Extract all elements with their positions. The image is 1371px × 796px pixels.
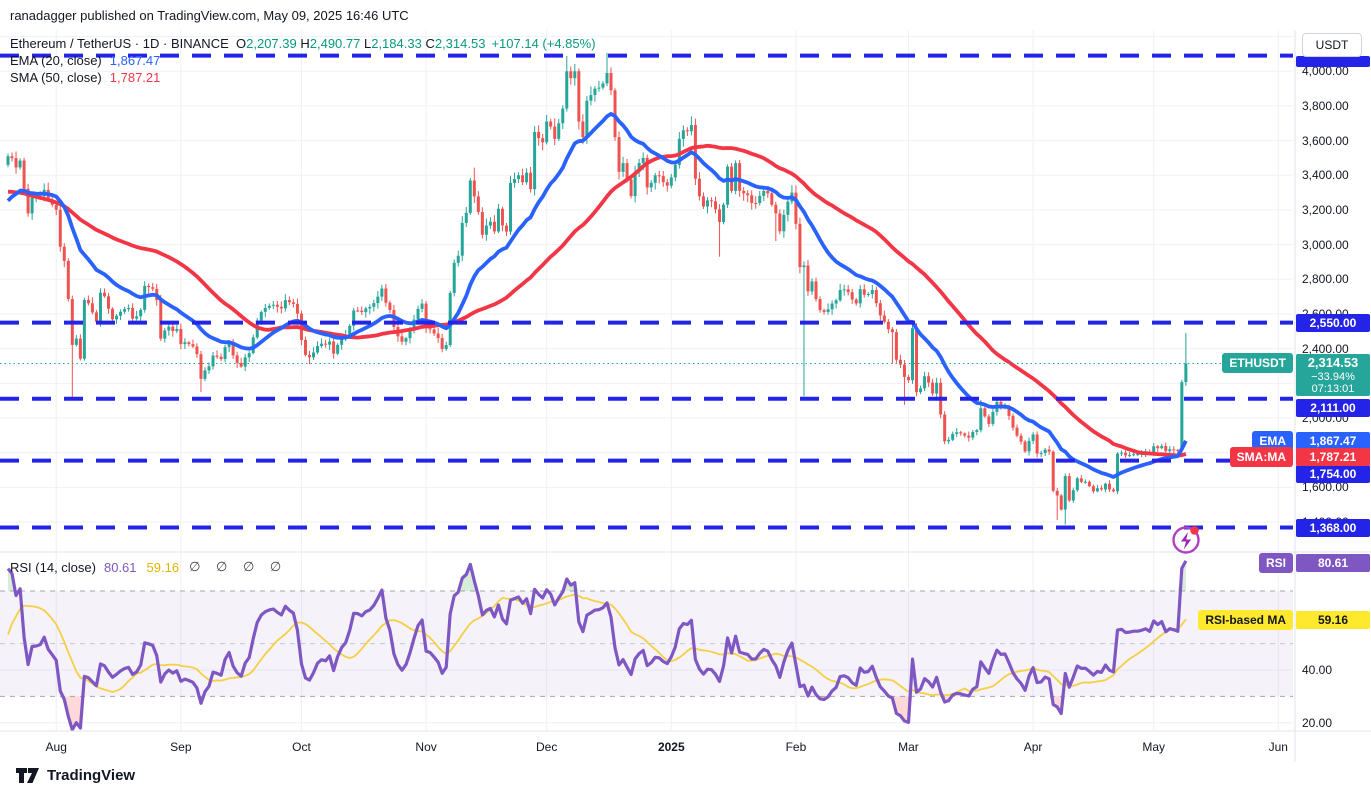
- low-label: L: [363, 36, 372, 51]
- low-value: 2,184.33: [371, 36, 422, 51]
- rsi-value: 80.61: [103, 559, 137, 575]
- symbol-legend-row[interactable]: Ethereum / TetherUS · 1D · BINANCE O 2,20…: [10, 36, 596, 51]
- high-label: H: [300, 36, 310, 51]
- close-value: 2,314.53: [434, 36, 486, 51]
- publish-banner: ranadagger published on TradingView.com,…: [0, 0, 1371, 30]
- lightning-bolt-icon: [1181, 532, 1192, 550]
- flash-event-icon[interactable]: [1167, 521, 1207, 561]
- rsi-label: RSI (14, close): [10, 559, 96, 575]
- change-value: +107.14 (+4.85%): [491, 36, 596, 51]
- rsi-empty-slots: ∅ ∅ ∅ ∅: [189, 559, 288, 574]
- rsi-legend-row[interactable]: RSI (14, close) 80.61 59.16 ∅ ∅ ∅ ∅: [10, 559, 287, 575]
- symbol-legend: Ethereum / TetherUS · 1D · BINANCE O 2,20…: [10, 35, 596, 86]
- ema-label: EMA (20, close): [10, 53, 102, 68]
- ema-value: 1,867.47: [109, 53, 161, 68]
- currency-toggle-button[interactable]: USDT: [1302, 33, 1362, 57]
- tradingview-logo-icon: [16, 767, 39, 783]
- tradingview-logo-text: TradingView: [47, 767, 136, 784]
- notification-dot: [1190, 526, 1199, 535]
- rsi-ma-value: 59.16: [146, 559, 180, 575]
- high-value: 2,490.77: [309, 36, 361, 51]
- ema-legend-row[interactable]: EMA (20, close) 1,867.47: [10, 52, 596, 69]
- open-label: O: [236, 36, 247, 51]
- exchange-label: BINANCE: [170, 36, 229, 51]
- close-label: C: [425, 36, 435, 51]
- symbol-title: Ethereum / TetherUS: [10, 36, 132, 51]
- sma-label: SMA (50, close): [10, 70, 102, 85]
- footer-logo[interactable]: TradingView: [16, 767, 135, 784]
- publish-banner-text: ranadagger published on TradingView.com,…: [10, 8, 409, 23]
- flash-circle: [1172, 526, 1200, 554]
- sma-legend-row[interactable]: SMA (50, close) 1,787.21: [10, 69, 596, 86]
- open-value: 2,207.39: [246, 36, 297, 51]
- interval-label: 1D: [142, 36, 160, 51]
- sma-value: 1,787.21: [109, 70, 161, 85]
